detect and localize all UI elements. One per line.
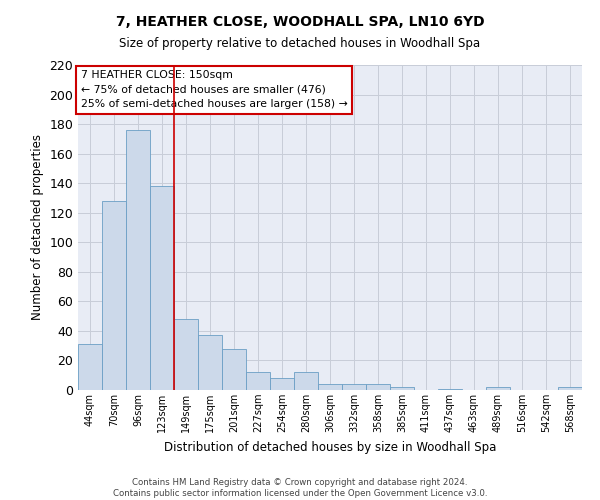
Bar	[342, 384, 366, 390]
X-axis label: Distribution of detached houses by size in Woodhall Spa: Distribution of detached houses by size …	[164, 440, 496, 454]
Bar	[126, 130, 150, 390]
Bar	[438, 388, 462, 390]
Bar	[558, 387, 582, 390]
Text: 7 HEATHER CLOSE: 150sqm
← 75% of detached houses are smaller (476)
25% of semi-d: 7 HEATHER CLOSE: 150sqm ← 75% of detache…	[80, 70, 347, 110]
Y-axis label: Number of detached properties: Number of detached properties	[31, 134, 44, 320]
Bar	[318, 384, 342, 390]
Bar	[222, 348, 246, 390]
Bar	[174, 319, 198, 390]
Text: Size of property relative to detached houses in Woodhall Spa: Size of property relative to detached ho…	[119, 38, 481, 51]
Bar	[366, 384, 390, 390]
Bar	[198, 336, 222, 390]
Bar	[270, 378, 294, 390]
Bar	[246, 372, 270, 390]
Text: 7, HEATHER CLOSE, WOODHALL SPA, LN10 6YD: 7, HEATHER CLOSE, WOODHALL SPA, LN10 6YD	[116, 15, 484, 29]
Bar	[150, 186, 174, 390]
Bar	[390, 387, 414, 390]
Text: Contains HM Land Registry data © Crown copyright and database right 2024.
Contai: Contains HM Land Registry data © Crown c…	[113, 478, 487, 498]
Bar	[78, 344, 102, 390]
Bar	[102, 201, 126, 390]
Bar	[294, 372, 318, 390]
Bar	[486, 387, 510, 390]
